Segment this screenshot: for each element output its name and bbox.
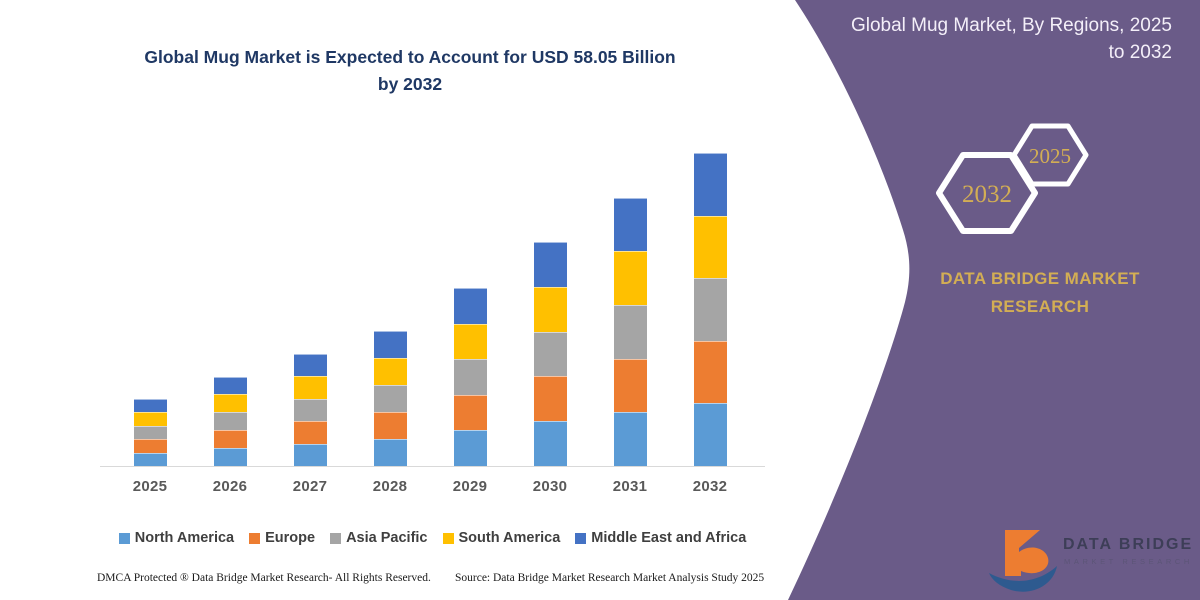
- source-attribution-text: Source: Data Bridge Market Research Mark…: [455, 572, 765, 584]
- brand-name-text: DATA BRIDGE MARKET RESEARCH: [940, 269, 1140, 317]
- data-bridge-logo: DATA BRIDGE MARKET RESEARCH: [989, 530, 1193, 592]
- bar-chart-plot-area: [100, 120, 765, 467]
- bar-segment-2026-asia-pacific: [213, 412, 247, 431]
- bar-segment-2025-north-america: [133, 452, 167, 466]
- stacked-bar-2026: [213, 376, 247, 466]
- bar-segment-2031-asia-pacific: [613, 304, 647, 359]
- legend-label: Europe: [265, 530, 316, 546]
- legend-swatch-icon: [249, 532, 261, 544]
- legend-swatch-icon: [442, 532, 454, 544]
- legend-item-south-america: South America: [442, 530, 561, 546]
- bar-segment-2029-north-america: [453, 430, 487, 466]
- logo-swoosh-icon: [989, 566, 1057, 592]
- legend-swatch-icon: [118, 532, 130, 544]
- bar-segment-2025-south-america: [133, 412, 167, 426]
- x-axis-label-2025: 2025: [132, 478, 168, 495]
- stacked-bar-2028: [373, 331, 407, 466]
- bar-segment-2029-europe: [453, 394, 487, 431]
- legend-item-asia-pacific: Asia Pacific: [330, 530, 428, 546]
- bar-segment-2031-europe: [613, 358, 647, 413]
- legend-label: Middle East and Africa: [591, 530, 747, 546]
- x-axis-label-2029: 2029: [452, 478, 488, 495]
- bar-segment-2030-north-america: [533, 421, 567, 466]
- bar-segment-2030-south-america: [533, 286, 567, 332]
- x-axis-label-2027: 2027: [292, 478, 328, 495]
- x-axis-label-2032: 2032: [692, 478, 728, 495]
- stacked-bar-2029: [453, 288, 487, 466]
- legend-label: South America: [458, 530, 561, 546]
- bar-segment-2032-asia-pacific: [693, 278, 727, 341]
- bar-segment-2030-europe: [533, 376, 567, 422]
- x-axis-label-2030: 2030: [532, 478, 568, 495]
- bar-segment-2032-south-america: [693, 215, 727, 279]
- legend-item-north-america: North America: [118, 530, 235, 546]
- x-axis-label-2028: 2028: [372, 478, 408, 495]
- bar-segment-2028-middle-east-and-africa: [373, 331, 407, 358]
- hexagon-2025-label: 2025: [1029, 144, 1071, 168]
- bar-segment-2029-south-america: [453, 323, 487, 360]
- hexagon-2032-label: 2032: [962, 181, 1012, 208]
- bar-segment-2032-middle-east-and-africa: [693, 153, 727, 216]
- bar-segment-2025-middle-east-and-africa: [133, 399, 167, 413]
- bar-segment-2031-middle-east-and-africa: [613, 197, 647, 252]
- bar-segment-2031-south-america: [613, 251, 647, 305]
- bar-segment-2031-north-america: [613, 412, 647, 466]
- bar-segment-2027-north-america: [293, 443, 327, 466]
- legend-label: Asia Pacific: [346, 530, 428, 546]
- dmca-copyright-text: DMCA Protected ® Data Bridge Market Rese…: [97, 572, 431, 584]
- stacked-bar-2031: [613, 197, 647, 466]
- legend-item-europe: Europe: [249, 530, 315, 546]
- x-axis-label-2031: 2031: [612, 478, 648, 495]
- bar-segment-2029-middle-east-and-africa: [453, 288, 487, 324]
- hexagon-2032: [936, 152, 1038, 234]
- bar-segment-2027-europe: [293, 421, 327, 444]
- bar-segment-2025-europe: [133, 439, 167, 453]
- bar-segment-2028-south-america: [373, 358, 407, 385]
- x-axis-label-2026: 2026: [212, 478, 248, 495]
- bar-segment-2027-asia-pacific: [293, 398, 327, 422]
- legend-label: North America: [134, 530, 235, 546]
- bar-segment-2027-middle-east-and-africa: [293, 354, 327, 377]
- bar-segment-2026-europe: [213, 430, 247, 449]
- legend-swatch-icon: [330, 532, 342, 544]
- stacked-bar-2025: [133, 399, 167, 466]
- bar-segment-2028-europe: [373, 412, 407, 439]
- bar-segment-2030-middle-east-and-africa: [533, 242, 567, 287]
- legend-item-middle-east-and-africa: Middle East and Africa: [575, 530, 746, 546]
- panel-curved-edge: [788, 0, 1200, 600]
- bar-segment-2026-south-america: [213, 394, 247, 413]
- chart-title: Global Mug Market is Expected to Account…: [144, 47, 676, 95]
- bar-segment-2032-north-america: [693, 403, 727, 466]
- panel-title: Global Mug Market, By Regions, 2025 to 2…: [850, 15, 1172, 63]
- x-axis-labels: 2025 2026 2027 2028 2029 2030 2031 2032: [100, 478, 765, 500]
- logo-b-icon: [1005, 530, 1049, 576]
- bar-segment-2028-asia-pacific: [373, 385, 407, 412]
- bar-segment-2025-asia-pacific: [133, 425, 167, 440]
- bar-segment-2026-middle-east-and-africa: [213, 376, 247, 395]
- hexagon-year-badges: 2032 2025: [936, 123, 1089, 234]
- logo-subtitle-text: MARKET RESEARCH: [1064, 557, 1193, 566]
- bar-segment-2029-asia-pacific: [453, 359, 487, 395]
- stacked-bar-2030: [533, 242, 567, 466]
- bar-segment-2032-europe: [693, 340, 727, 404]
- bar-segment-2026-north-america: [213, 448, 247, 466]
- stacked-bar-2032: [693, 153, 727, 466]
- stacked-bar-2027: [293, 354, 327, 466]
- logo-title-text: DATA BRIDGE: [1063, 536, 1193, 553]
- bar-segment-2028-north-america: [373, 439, 407, 466]
- legend-swatch-icon: [575, 532, 587, 544]
- bar-segment-2027-south-america: [293, 376, 327, 399]
- bar-segment-2030-asia-pacific: [533, 331, 567, 377]
- chart-legend: North America Europe Asia Pacific South Ame…: [95, 530, 770, 546]
